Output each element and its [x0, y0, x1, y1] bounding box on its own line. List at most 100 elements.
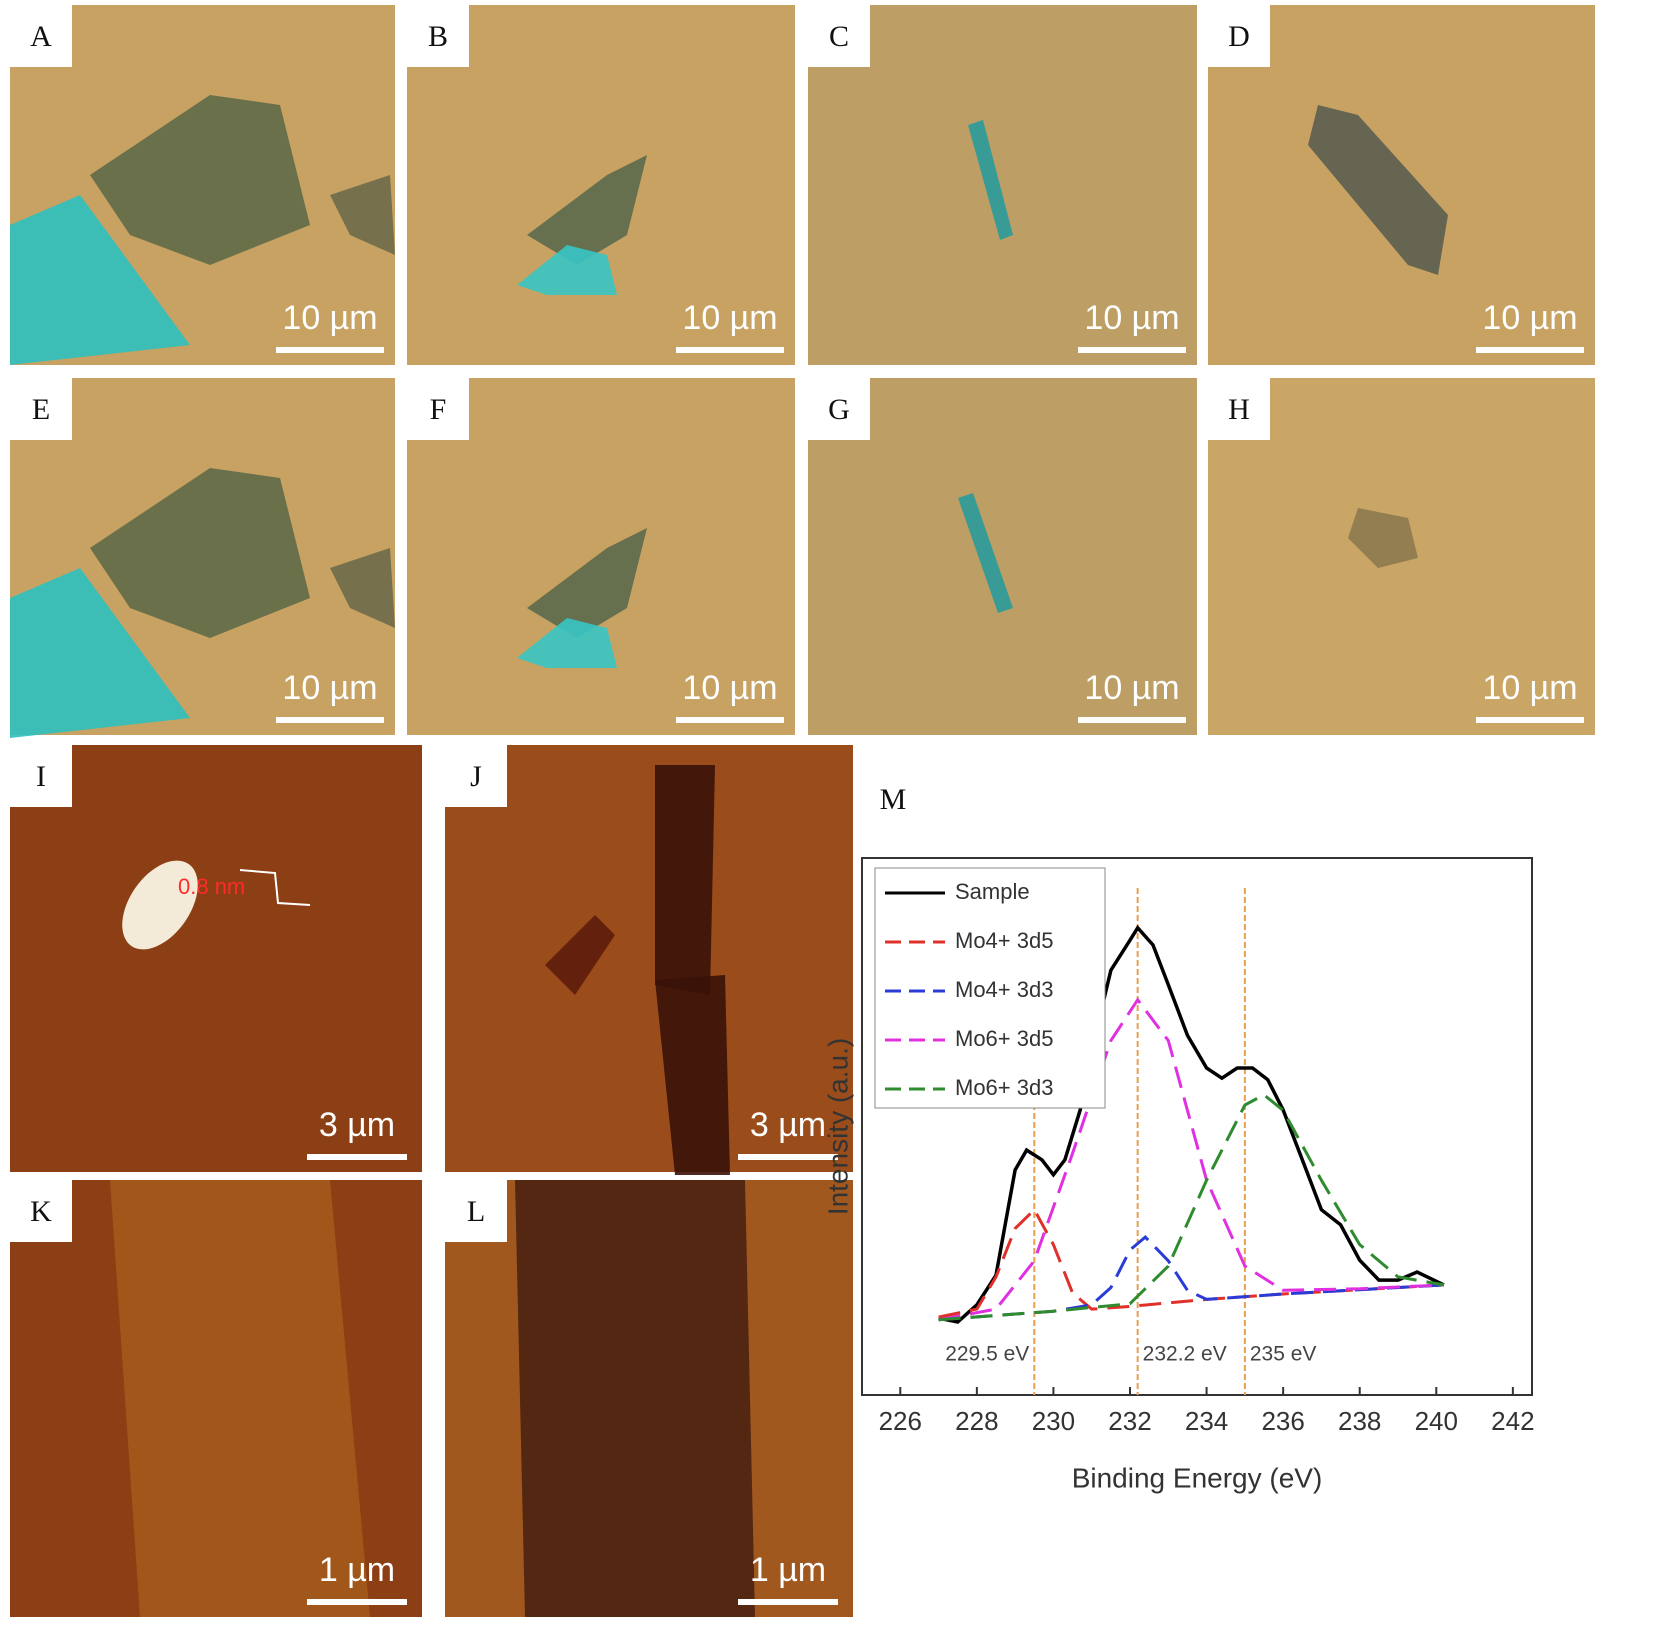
scale-bar [738, 1154, 838, 1160]
reference-label: 229.5 eV [945, 1343, 1029, 1366]
reference-label: 232.2 eV [1143, 1343, 1227, 1366]
panel-label: F [430, 393, 447, 426]
flake [330, 175, 395, 255]
micrograph [445, 745, 853, 1172]
scale-bar [307, 1599, 407, 1605]
label-box [445, 745, 507, 807]
flake [655, 975, 730, 1175]
panel-label: G [828, 393, 850, 426]
label-box [10, 5, 72, 67]
plot-frame [861, 857, 1533, 1396]
legend-label: Mo4+ 3d5 [955, 928, 1053, 953]
legend-box [874, 867, 1106, 1109]
flake [1348, 508, 1418, 568]
micrograph [808, 378, 1197, 735]
flake [110, 1180, 370, 1617]
flake [90, 468, 310, 638]
x-tick-label: 240 [1415, 1406, 1458, 1436]
scale-bar-label: 10 µm [1084, 299, 1179, 337]
panel-label: E [32, 393, 50, 426]
scale-bar [1078, 347, 1186, 353]
scale-bar-label: 1 µm [319, 1551, 395, 1589]
scale-bar-label: 10 µm [282, 669, 377, 707]
flake [527, 528, 647, 638]
scale-bar-label: 10 µm [1482, 669, 1577, 707]
label-box [10, 745, 72, 807]
label-box [10, 1180, 72, 1242]
flake [517, 618, 617, 668]
scale-bar [738, 1599, 838, 1605]
height-annotation: 0.8 nm [178, 874, 245, 899]
panel-label: J [470, 760, 482, 793]
label-box [10, 378, 72, 440]
x-tick-label: 242 [1491, 1406, 1534, 1436]
flake [968, 120, 1013, 240]
flake [527, 155, 647, 265]
scale-bar [676, 347, 784, 353]
panel-label: C [829, 20, 849, 53]
flake [90, 95, 310, 265]
x-tick-label: 234 [1185, 1406, 1228, 1436]
reference-label: 235 eV [1250, 1343, 1317, 1366]
legend-label: Sample [955, 879, 1030, 904]
scale-bar [676, 717, 784, 723]
legend-label: Mo4+ 3d3 [955, 977, 1053, 1002]
scale-bar-label: 10 µm [282, 299, 377, 337]
panel-label: I [36, 760, 46, 793]
label-box [1208, 5, 1270, 67]
scale-bar-label: 3 µm [319, 1106, 395, 1144]
x-axis-label: Binding Energy (eV) [1072, 1462, 1323, 1493]
panel-label: B [428, 20, 448, 53]
scale-bar [1476, 347, 1584, 353]
flake [10, 195, 190, 365]
panel-label: A [30, 20, 52, 53]
flake [10, 568, 190, 738]
scale-bar [307, 1154, 407, 1160]
x-tick-label: 232 [1108, 1406, 1151, 1436]
scale-bar-label: 1 µm [750, 1551, 826, 1589]
legend-label: Mo6+ 3d5 [955, 1026, 1053, 1051]
flake [545, 915, 615, 995]
x-tick-label: 228 [955, 1406, 998, 1436]
label-box [407, 5, 469, 67]
scale-bar-label: 10 µm [1084, 669, 1179, 707]
micrograph [808, 5, 1197, 365]
flake [655, 765, 715, 995]
scale-bar-label: 10 µm [682, 299, 777, 337]
label-box [1208, 378, 1270, 440]
x-tick-label: 230 [1032, 1406, 1075, 1436]
particle [122, 860, 198, 950]
scale-bar [276, 717, 384, 723]
x-tick-label: 238 [1338, 1406, 1381, 1436]
scale-bar [1476, 717, 1584, 723]
x-tick-label: 236 [1261, 1406, 1304, 1436]
scale-bar-label: 10 µm [682, 669, 777, 707]
flake [958, 493, 1013, 613]
scale-bar [276, 347, 384, 353]
panel-label: L [467, 1195, 485, 1228]
flake [1308, 105, 1448, 275]
x-tick-label: 226 [879, 1406, 922, 1436]
label-box [445, 1180, 507, 1242]
series-line [938, 997, 1444, 1322]
label-box [407, 378, 469, 440]
y-axis-label: Intensity (a.u.) [822, 1038, 853, 1215]
scale-bar [1078, 717, 1186, 723]
micrograph [10, 745, 422, 1172]
panel-label: K [30, 1195, 52, 1228]
series-line [938, 1235, 1444, 1322]
scale-bar-label: 3 µm [750, 1106, 826, 1144]
panel-label: D [1228, 20, 1250, 53]
series-line [938, 924, 1445, 1324]
label-box [808, 378, 870, 440]
legend-label: Mo6+ 3d3 [955, 1075, 1053, 1100]
flake [330, 548, 395, 628]
panel-label: M [880, 783, 907, 816]
series-line [938, 1093, 1445, 1322]
height-profile [239, 869, 311, 906]
flake [517, 245, 617, 295]
panel-label: H [1228, 393, 1250, 426]
flake [515, 1180, 755, 1617]
scale-bar-label: 10 µm [1482, 299, 1577, 337]
